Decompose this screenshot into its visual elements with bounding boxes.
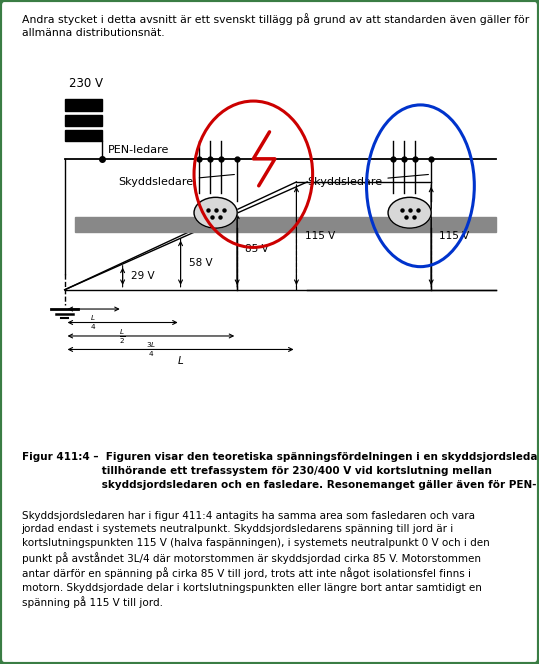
Text: 115 V: 115 V	[439, 231, 469, 241]
Text: $L$: $L$	[177, 354, 184, 366]
Text: Andra stycket i detta avsnitt är ett svenskt tillägg på grund av att standarden : Andra stycket i detta avsnitt är ett sve…	[22, 13, 529, 39]
Text: Figur 411:4 –  Figuren visar den teoretiska spänningsfördelningen i en skyddsjor: Figur 411:4 – Figuren visar den teoretis…	[22, 452, 539, 489]
Text: $\frac{3L}{4}$: $\frac{3L}{4}$	[146, 341, 156, 359]
Text: Skyddsledare: Skyddsledare	[307, 175, 429, 187]
Text: PEN-ledare: PEN-ledare	[108, 145, 169, 155]
Bar	[65, 130, 102, 141]
Bar	[65, 99, 102, 111]
Text: $\frac{L}{4}$: $\frac{L}{4}$	[91, 313, 97, 332]
Text: Skyddsjordsledaren har i figur 411:4 antagits ha samma area som fasledaren och v: Skyddsjordsledaren har i figur 411:4 ant…	[22, 511, 489, 608]
Text: 85 V: 85 V	[245, 244, 269, 254]
Text: 230 V: 230 V	[69, 76, 103, 90]
Circle shape	[388, 197, 431, 228]
Text: 58 V: 58 V	[189, 258, 212, 268]
Circle shape	[194, 197, 237, 228]
Text: Skyddsledare: Skyddsledare	[119, 175, 234, 187]
Text: 115 V: 115 V	[305, 231, 335, 241]
Text: $\frac{L}{2}$: $\frac{L}{2}$	[119, 327, 126, 345]
Bar	[65, 115, 102, 126]
Bar	[75, 216, 496, 232]
Text: 29 V: 29 V	[130, 272, 154, 282]
